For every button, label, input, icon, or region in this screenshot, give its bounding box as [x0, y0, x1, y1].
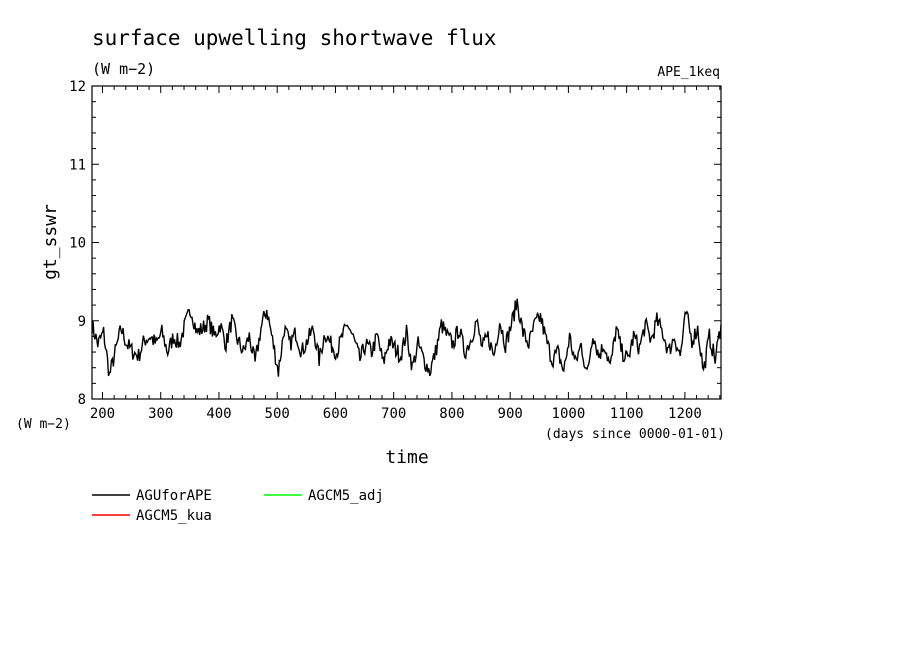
x-unit-label: (days since 0000-01-01) — [545, 427, 725, 442]
y-tick-label: 12 — [69, 79, 86, 95]
legend-label-aguforape: AGUforAPE — [136, 488, 212, 504]
x-tick-label: 1000 — [552, 406, 586, 422]
x-tick-label: 300 — [148, 406, 173, 422]
legend: AGUforAPE AGCM5_kua AGCM5_adj — [92, 488, 384, 524]
y-unit-label: (W m−2) — [16, 417, 71, 432]
y-tick-label: 11 — [69, 157, 86, 173]
x-tick-label: 1100 — [610, 406, 644, 422]
legend-label-agcm5-adj: AGCM5_adj — [308, 488, 384, 504]
x-tick-label: 1200 — [668, 406, 702, 422]
x-tick-label: 600 — [323, 406, 348, 422]
x-tick-label: 500 — [265, 406, 290, 422]
chart-units: (W m−2) — [92, 60, 155, 78]
experiment-label: APE_1keq — [657, 65, 720, 80]
y-tick-label: 10 — [69, 236, 86, 252]
y-tick-labels: 8 9 10 11 12 — [69, 79, 86, 408]
x-tick-label: 700 — [381, 406, 406, 422]
y-axis-label: gt_sswr — [40, 204, 61, 280]
x-tick-label: 800 — [439, 406, 464, 422]
legend-label-agcm5-kua: AGCM5_kua — [136, 508, 212, 524]
y-tick-label: 8 — [78, 392, 86, 408]
series-line-aguforape — [91, 298, 722, 377]
x-tick-label: 900 — [498, 406, 523, 422]
x-tick-label: 400 — [206, 406, 231, 422]
x-axis-label: time — [385, 447, 428, 468]
series-group — [91, 298, 722, 377]
x-tick-labels: 200 300 400 500 600 700 800 900 1000 1100 1200 — [90, 406, 702, 422]
y-tick-label: 9 — [78, 314, 86, 330]
x-tick-label: 200 — [90, 406, 115, 422]
chart-title: surface upwelling shortwave flux — [92, 26, 497, 50]
